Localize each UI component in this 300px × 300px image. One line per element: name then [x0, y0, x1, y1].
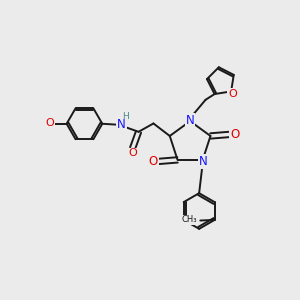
- Text: N: N: [199, 154, 208, 168]
- Text: O: O: [148, 155, 158, 168]
- Text: O: O: [129, 148, 138, 158]
- Text: N: N: [117, 118, 126, 131]
- Text: N: N: [186, 114, 194, 127]
- Text: O: O: [228, 89, 237, 99]
- Text: O: O: [230, 128, 239, 141]
- Text: H: H: [122, 112, 129, 122]
- Text: O: O: [46, 118, 54, 128]
- Text: CH₃: CH₃: [181, 215, 197, 224]
